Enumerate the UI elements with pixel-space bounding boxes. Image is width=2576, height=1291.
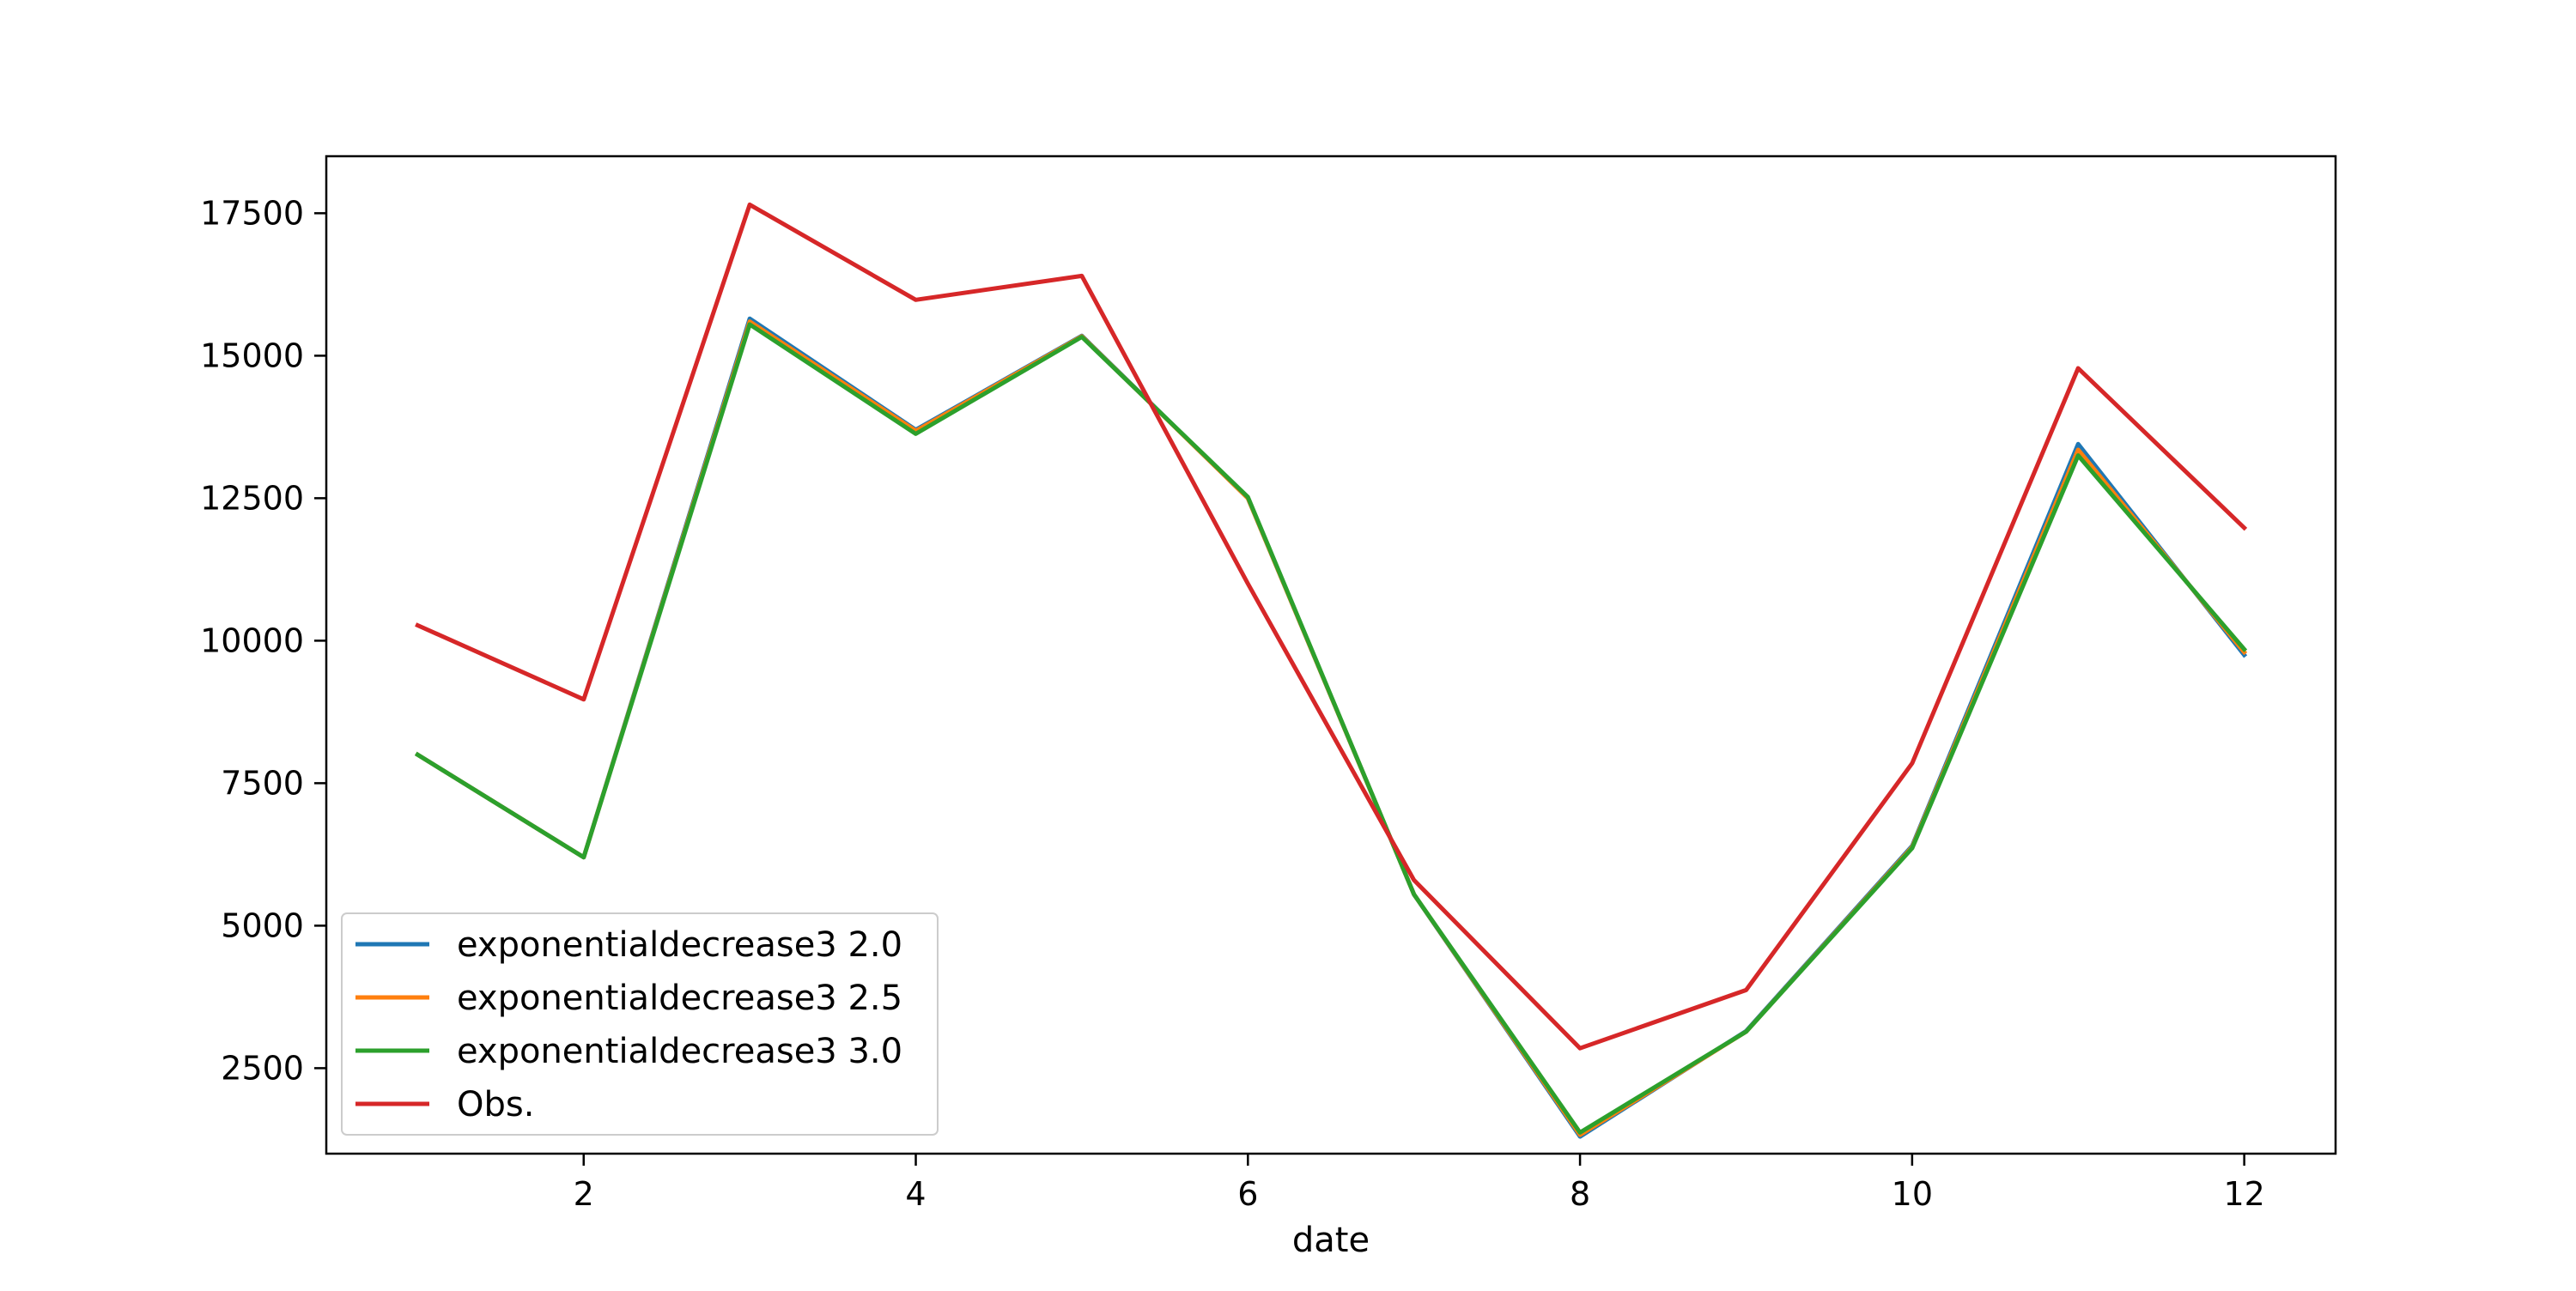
series-line-2 xyxy=(414,322,2248,1135)
x-axis-ticks: 2 4 6 8 10 12 xyxy=(574,1154,2265,1213)
x-tick-label: 4 xyxy=(905,1175,926,1213)
legend-label-1: exponentialdecrease3 2.5 xyxy=(457,979,902,1018)
legend-label-0: exponentialdecrease3 2.0 xyxy=(457,925,902,965)
x-tick-label: 6 xyxy=(1237,1175,1258,1213)
y-tick-label: 5000 xyxy=(221,906,304,944)
x-tick-label: 2 xyxy=(574,1175,594,1213)
y-axis-ticks: 2500 5000 7500 10000 12500 15000 17500 xyxy=(200,194,326,1087)
series-line-3 xyxy=(415,202,2248,1051)
x-axis-label: date xyxy=(1292,1221,1370,1260)
y-tick-label: 12500 xyxy=(200,479,304,517)
y-tick-label: 2500 xyxy=(221,1049,304,1087)
y-tick-label: 7500 xyxy=(221,764,304,802)
legend: exponentialdecrease3 2.0 exponentialdecre… xyxy=(341,912,939,1136)
y-tick-label: 10000 xyxy=(200,621,304,659)
legend-label-3: Obs. xyxy=(457,1085,534,1124)
legend-box xyxy=(341,912,939,1136)
x-tick-label: 8 xyxy=(1570,1175,1590,1213)
plot-lines xyxy=(414,202,2248,1139)
plot-frame xyxy=(325,155,2337,1155)
y-tick-label: 17500 xyxy=(200,194,304,232)
legend-label-2: exponentialdecrease3 3.0 xyxy=(457,1032,902,1071)
y-tick-label: 15000 xyxy=(200,336,304,374)
x-tick-label: 10 xyxy=(1892,1175,1933,1213)
x-tick-label: 12 xyxy=(2223,1175,2264,1213)
